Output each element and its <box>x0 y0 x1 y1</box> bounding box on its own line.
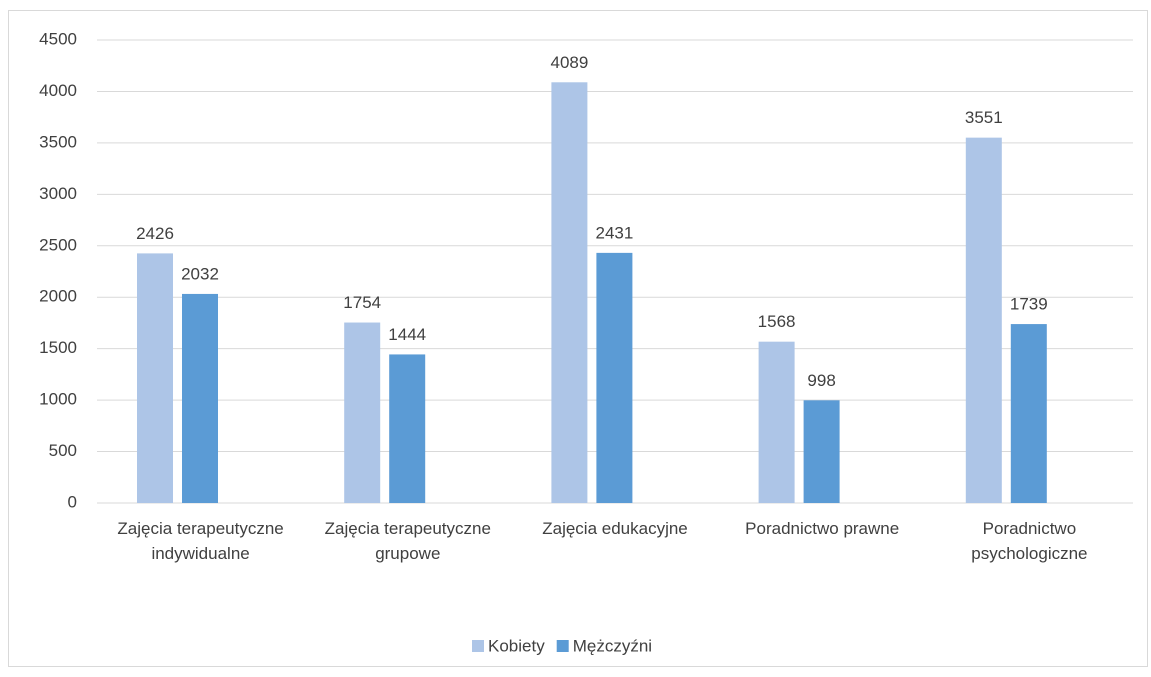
y-tick-label: 3500 <box>39 132 77 151</box>
y-tick-label: 4000 <box>39 81 77 100</box>
bar <box>1010 324 1047 503</box>
y-tick-label: 1000 <box>39 390 77 409</box>
bar <box>596 252 633 503</box>
x-tick-label: Zajęcia terapeutyczne indywidualne <box>117 519 284 563</box>
y-tick-label: 2500 <box>39 235 77 254</box>
data-label: 1444 <box>388 325 426 344</box>
legend-label: Mężczyźni <box>573 636 652 655</box>
y-tick-label: 4500 <box>39 29 77 48</box>
bar <box>758 341 795 503</box>
data-label: 4089 <box>550 53 588 72</box>
data-label: 1739 <box>1010 295 1048 314</box>
bar <box>965 137 1002 504</box>
bar <box>551 82 588 504</box>
x-tick-label: Poradnictwo psychologiczne <box>971 519 1088 563</box>
data-label: 998 <box>807 371 835 390</box>
data-label: 1754 <box>343 293 381 312</box>
data-label: 2431 <box>595 223 633 242</box>
legend-swatch <box>556 640 569 652</box>
bar <box>137 253 173 503</box>
data-label: 2032 <box>181 264 219 283</box>
legend-label: Kobiety <box>488 636 545 655</box>
bar <box>344 322 381 503</box>
y-tick-label: 0 <box>68 492 77 511</box>
bar <box>182 293 218 503</box>
y-tick-label: 500 <box>49 441 77 460</box>
data-label: 2426 <box>136 224 174 243</box>
bar <box>803 400 840 503</box>
x-tick-label: Zajęcia edukacyjne <box>542 519 688 538</box>
y-tick-label: 2000 <box>39 287 77 306</box>
data-label: 3551 <box>965 108 1003 127</box>
legend-swatch <box>472 640 484 652</box>
data-label: 1568 <box>758 312 796 331</box>
y-tick-label: 3000 <box>39 184 77 203</box>
bar <box>389 354 426 503</box>
x-tick-label: Poradnictwo prawne <box>745 519 900 538</box>
x-tick-label: Zajęcia terapeutyczne grupowe <box>324 519 491 563</box>
y-tick-label: 1500 <box>39 338 77 357</box>
